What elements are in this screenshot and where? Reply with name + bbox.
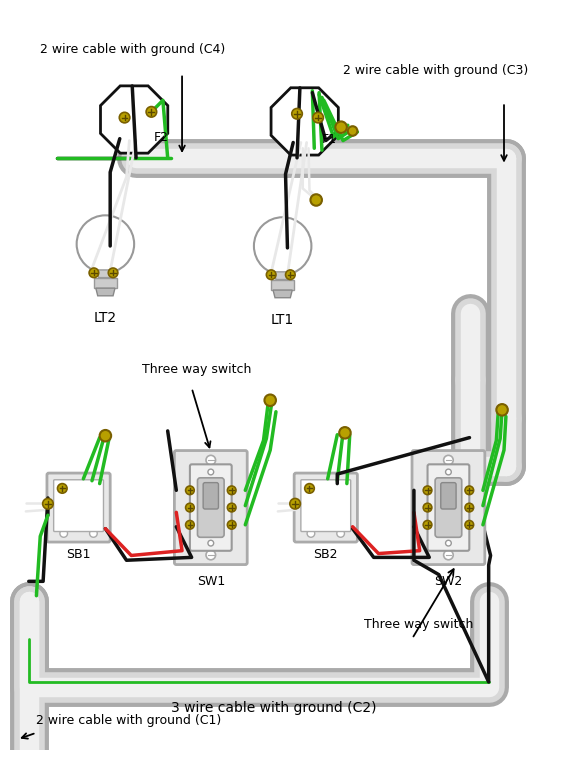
Circle shape — [423, 503, 432, 512]
FancyBboxPatch shape — [294, 473, 357, 542]
Circle shape — [305, 483, 314, 493]
Circle shape — [337, 529, 345, 537]
FancyBboxPatch shape — [427, 464, 469, 551]
Circle shape — [119, 113, 130, 123]
Circle shape — [444, 550, 453, 560]
Polygon shape — [273, 290, 292, 298]
Polygon shape — [274, 272, 291, 280]
Text: SB2: SB2 — [314, 548, 338, 561]
Text: SW2: SW2 — [434, 574, 462, 588]
Circle shape — [60, 529, 67, 537]
Text: LT2: LT2 — [94, 311, 117, 325]
Circle shape — [465, 503, 474, 512]
Polygon shape — [96, 288, 115, 296]
Polygon shape — [271, 280, 294, 290]
Circle shape — [186, 503, 194, 512]
Circle shape — [228, 486, 236, 495]
Text: 3 wire cable with ground (C2): 3 wire cable with ground (C2) — [170, 701, 376, 715]
Circle shape — [228, 503, 236, 512]
Circle shape — [445, 469, 451, 475]
Circle shape — [186, 521, 194, 529]
FancyBboxPatch shape — [54, 480, 104, 532]
Polygon shape — [94, 277, 117, 288]
Text: SB1: SB1 — [66, 548, 91, 561]
Circle shape — [186, 486, 194, 495]
Circle shape — [444, 455, 453, 465]
Text: LT1: LT1 — [271, 313, 294, 327]
FancyBboxPatch shape — [441, 483, 456, 509]
Circle shape — [348, 126, 357, 136]
Circle shape — [465, 486, 474, 495]
FancyBboxPatch shape — [435, 478, 462, 537]
Circle shape — [423, 521, 432, 529]
Text: 2 wire cable with ground (C4): 2 wire cable with ground (C4) — [40, 43, 225, 56]
Circle shape — [100, 430, 111, 441]
Circle shape — [206, 455, 216, 465]
Circle shape — [58, 483, 67, 493]
Circle shape — [206, 550, 216, 560]
Circle shape — [208, 540, 214, 546]
FancyBboxPatch shape — [47, 473, 110, 542]
Text: 2 wire cable with ground (C3): 2 wire cable with ground (C3) — [343, 64, 528, 77]
Circle shape — [445, 540, 451, 546]
Text: F2: F2 — [153, 131, 168, 144]
Text: Three way switch: Three way switch — [142, 363, 251, 376]
Circle shape — [465, 521, 474, 529]
Circle shape — [313, 113, 323, 123]
Circle shape — [108, 268, 118, 277]
FancyBboxPatch shape — [301, 480, 351, 532]
FancyBboxPatch shape — [198, 478, 224, 537]
Polygon shape — [271, 88, 338, 155]
FancyBboxPatch shape — [412, 450, 485, 565]
FancyBboxPatch shape — [174, 450, 247, 565]
Circle shape — [89, 268, 98, 277]
Text: SW1: SW1 — [196, 574, 225, 588]
Circle shape — [267, 270, 276, 280]
Polygon shape — [97, 270, 114, 277]
Circle shape — [307, 529, 315, 537]
Text: F1: F1 — [322, 133, 337, 146]
Circle shape — [423, 486, 432, 495]
Circle shape — [339, 427, 351, 439]
FancyBboxPatch shape — [203, 483, 218, 509]
Polygon shape — [101, 86, 168, 153]
Text: 2 wire cable with ground (C1): 2 wire cable with ground (C1) — [36, 714, 222, 727]
Circle shape — [336, 122, 347, 133]
Circle shape — [228, 521, 236, 529]
Circle shape — [76, 215, 134, 273]
Circle shape — [264, 394, 276, 406]
Circle shape — [290, 499, 301, 509]
FancyBboxPatch shape — [190, 464, 231, 551]
Circle shape — [208, 469, 214, 475]
Circle shape — [89, 529, 97, 537]
Circle shape — [496, 404, 508, 416]
Circle shape — [42, 499, 53, 509]
Text: Three way switch: Three way switch — [364, 617, 474, 630]
Circle shape — [310, 195, 322, 206]
Circle shape — [285, 270, 295, 280]
Circle shape — [291, 109, 302, 119]
Circle shape — [254, 218, 311, 275]
Circle shape — [146, 106, 157, 117]
